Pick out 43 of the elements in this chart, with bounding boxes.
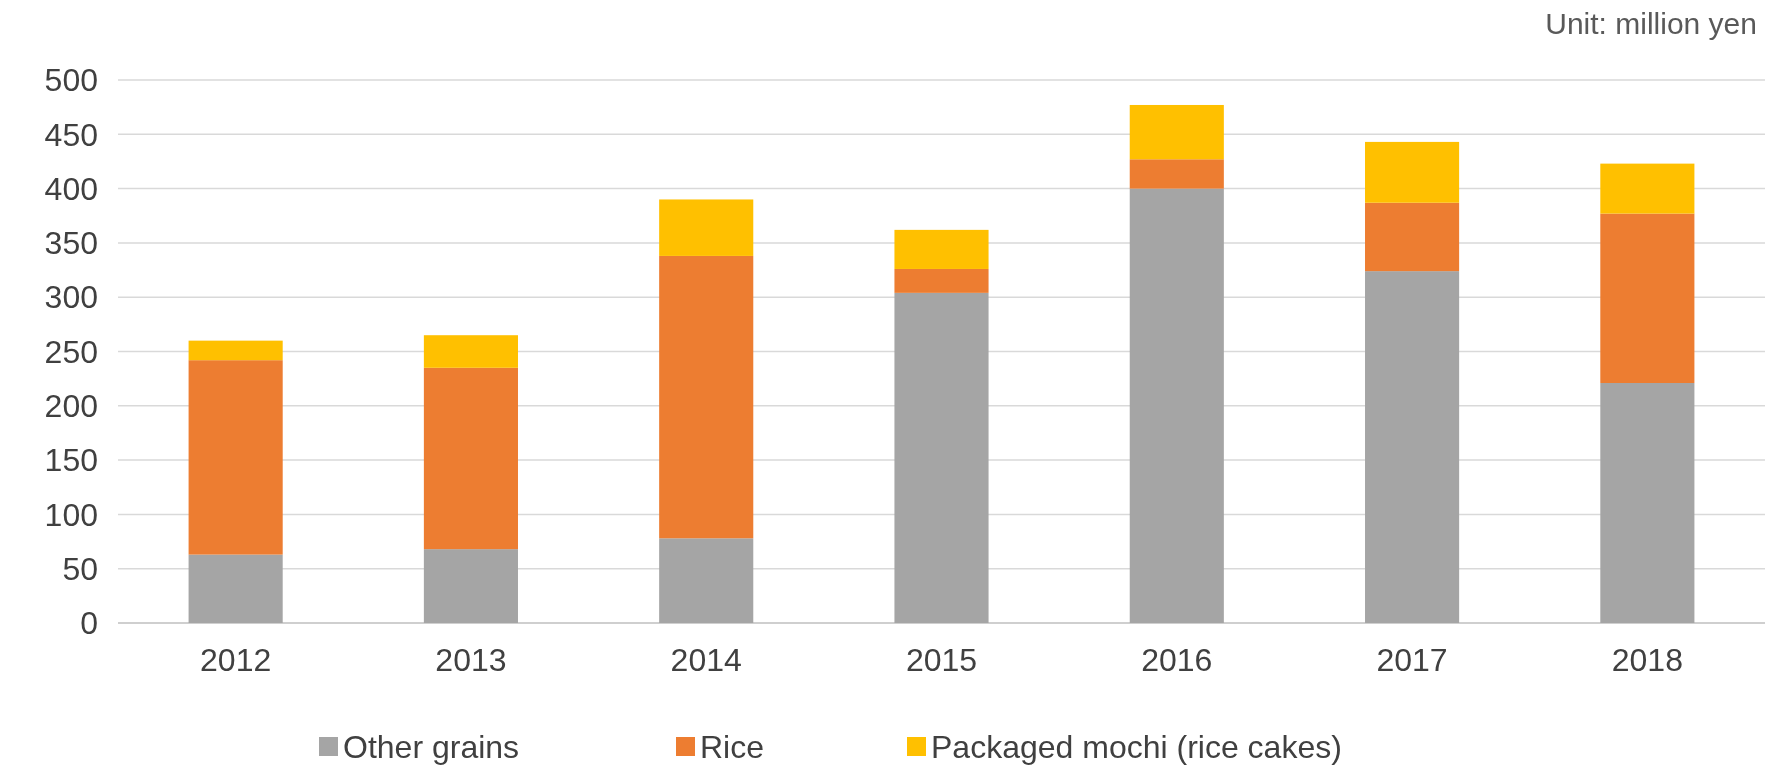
y-tick-label: 50 bbox=[62, 550, 98, 587]
bar bbox=[423, 367, 518, 550]
x-tick-label: 2013 bbox=[435, 642, 507, 678]
y-tick-label: 0 bbox=[80, 605, 98, 642]
y-tick-label: 250 bbox=[44, 333, 98, 370]
y-tick-label: 300 bbox=[44, 279, 98, 316]
bar bbox=[423, 335, 518, 368]
legend-label: Packaged mochi (rice cakes) bbox=[931, 729, 1342, 765]
bar bbox=[894, 292, 989, 623]
y-tick-label: 200 bbox=[44, 388, 98, 424]
bar bbox=[659, 199, 754, 256]
bar bbox=[894, 229, 989, 269]
bar bbox=[188, 340, 283, 361]
legend-label: Other grains bbox=[343, 729, 520, 765]
y-tick-label: 150 bbox=[44, 442, 98, 479]
bar bbox=[1365, 202, 1460, 272]
y-tick-label: 450 bbox=[44, 116, 98, 153]
bar bbox=[1600, 382, 1695, 623]
bar bbox=[423, 549, 518, 623]
bar bbox=[188, 554, 283, 623]
bar bbox=[1129, 104, 1224, 160]
x-tick-label: 2018 bbox=[1611, 642, 1683, 678]
bar bbox=[1365, 141, 1460, 203]
bar bbox=[1365, 271, 1460, 623]
x-tick-label: 2014 bbox=[670, 642, 742, 678]
text: Unit: million yen bbox=[1545, 7, 1757, 40]
bar bbox=[894, 268, 989, 293]
legend-label: Rice bbox=[700, 729, 765, 765]
bar bbox=[1600, 163, 1695, 214]
bar bbox=[659, 538, 754, 623]
bar bbox=[1129, 159, 1224, 189]
bar bbox=[1129, 188, 1224, 623]
y-tick-label: 400 bbox=[44, 170, 98, 207]
bar bbox=[1600, 213, 1695, 383]
x-tick-label: 2016 bbox=[1141, 642, 1213, 678]
bar bbox=[188, 360, 283, 555]
x-tick-label: 2017 bbox=[1376, 642, 1448, 678]
bar bbox=[659, 255, 754, 539]
x-tick-label: 2015 bbox=[905, 642, 978, 678]
y-tick-label: 350 bbox=[44, 225, 98, 262]
y-tick-label: 500 bbox=[44, 62, 98, 99]
x-tick-label: 2012 bbox=[200, 642, 272, 678]
y-tick-label: 100 bbox=[44, 496, 98, 533]
